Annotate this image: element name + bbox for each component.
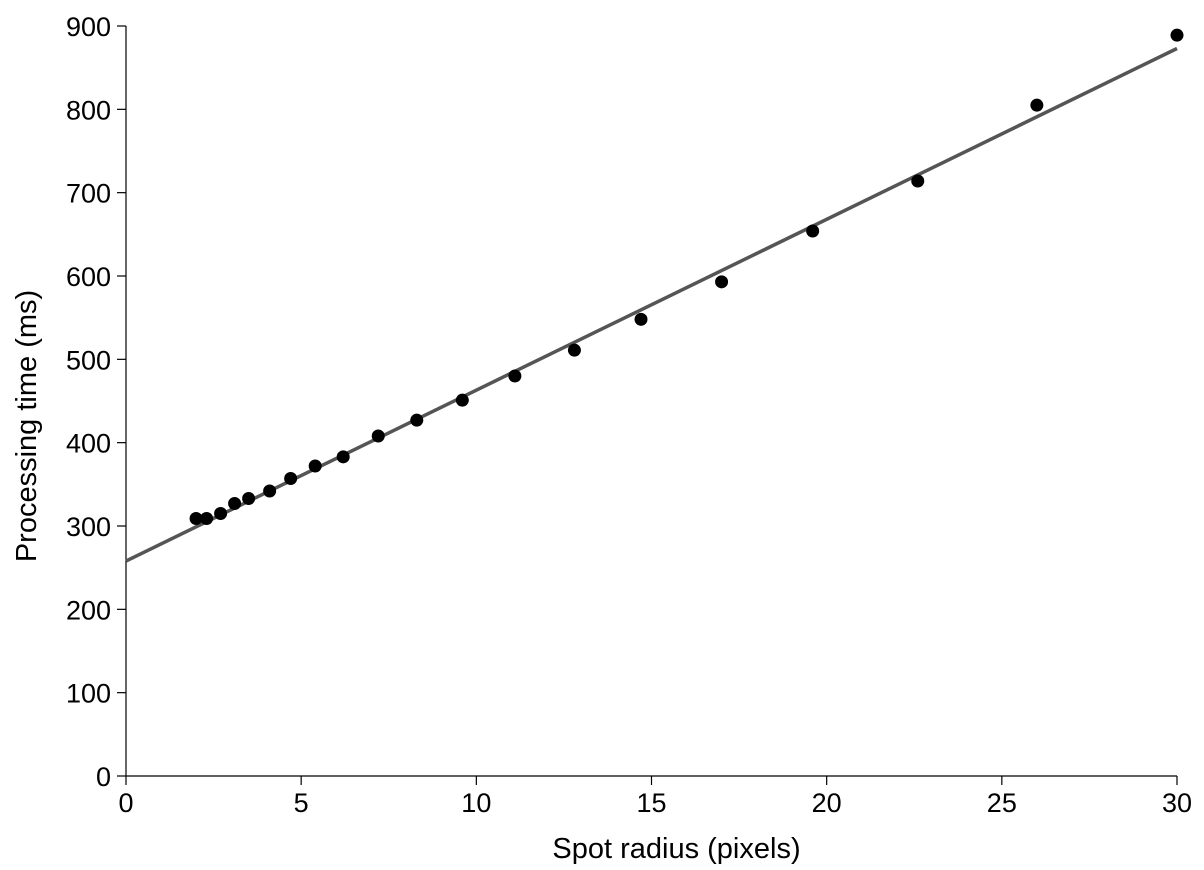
data-points <box>189 28 1184 525</box>
x-tick-label: 25 <box>987 788 1017 818</box>
data-point <box>508 369 522 383</box>
data-point <box>189 512 203 525</box>
data-point <box>228 497 242 510</box>
x-tick-label: 5 <box>294 788 309 818</box>
data-point <box>200 512 214 525</box>
x-axis-title: Spot radius (pixels) <box>552 833 800 865</box>
x-tick-label: 15 <box>636 788 666 818</box>
y-tick-label: 800 <box>66 95 111 125</box>
x-tick-label: 20 <box>812 788 842 818</box>
x-axis: 0 5 10 15 20 25 30 <box>118 775 1192 818</box>
data-point <box>242 492 256 505</box>
x-tick-label: 0 <box>118 788 133 818</box>
data-point <box>911 174 925 188</box>
y-tick-label: 0 <box>96 762 111 792</box>
y-tick-label: 400 <box>66 429 111 459</box>
data-point <box>371 429 385 443</box>
data-point <box>336 450 350 464</box>
y-tick-label: 200 <box>66 595 111 625</box>
data-point <box>263 484 277 498</box>
data-point <box>806 224 820 238</box>
y-tick-label: 600 <box>66 262 111 292</box>
y-tick-label: 500 <box>66 345 111 375</box>
data-point <box>1170 28 1184 42</box>
data-point <box>410 413 424 427</box>
y-tick-label: 100 <box>66 679 111 709</box>
y-axis-title: Processing time (ms) <box>11 290 43 562</box>
y-axis: 0 100 200 300 400 500 600 700 800 900 <box>66 12 127 792</box>
data-point <box>455 393 469 407</box>
x-tick-label: 30 <box>1162 788 1192 818</box>
fit-line-group <box>125 46 1178 563</box>
data-point <box>284 472 298 485</box>
data-point <box>1030 98 1044 112</box>
y-tick-label: 700 <box>66 179 111 209</box>
y-tick-label: 900 <box>66 12 111 42</box>
fit-line <box>125 46 1178 563</box>
data-point <box>634 312 648 326</box>
data-point <box>214 507 228 520</box>
data-point <box>567 343 581 357</box>
y-tick-label: 300 <box>66 512 111 542</box>
x-tick-label: 10 <box>461 788 491 818</box>
data-point <box>715 275 729 289</box>
data-point <box>308 459 322 473</box>
